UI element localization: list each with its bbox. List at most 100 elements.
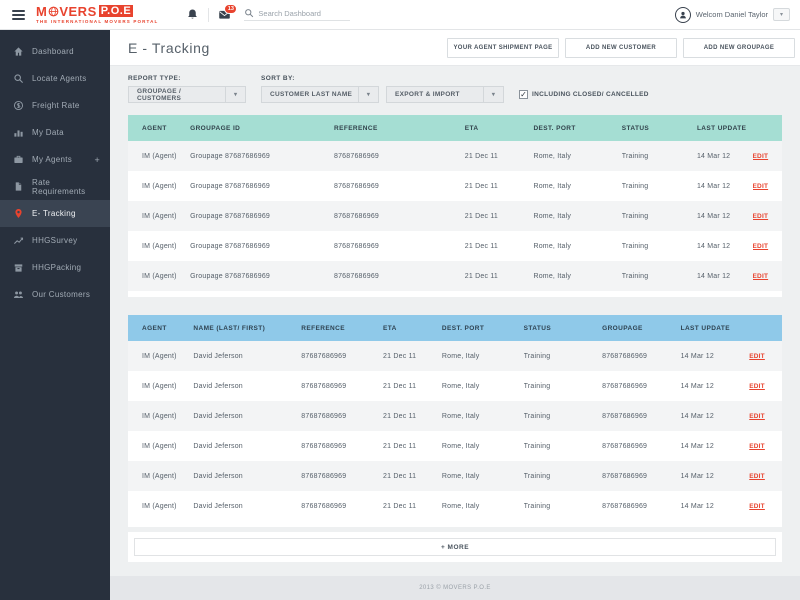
messages-envelope-icon[interactable]: 13 (218, 4, 238, 21)
table-cell: 14 Mar 12 (696, 242, 731, 250)
title-actions: YOUR AGENT SHIPMENT PAGE ADD NEW CUSTOMER… (447, 37, 795, 58)
table-cell: 14 Mar 12 (680, 382, 714, 390)
table-cell: IM (Agent) (142, 242, 177, 250)
table-cell: David Jeferson (193, 502, 243, 510)
brand-logo: M VERS P.O.E THE INTERNATIONAL MOVERS PO… (36, 5, 158, 25)
table-cell: 21 Dec 11 (383, 352, 417, 360)
chart-line-icon (13, 235, 24, 246)
column-header-dest-port: DEST. PORT (533, 115, 622, 141)
edit-link[interactable]: EDIT (749, 412, 765, 420)
edit-link[interactable]: EDIT (749, 382, 765, 390)
edit-link[interactable]: EDIT (749, 502, 765, 510)
table-cell: Rome, Italy (441, 472, 480, 480)
export-import-select[interactable]: EXPORT & IMPORT ▾ (386, 86, 504, 103)
table-cell: Rome, Italy (533, 242, 572, 250)
table-cell: 21 Dec 11 (383, 412, 417, 420)
edit-link[interactable]: EDIT (752, 242, 769, 250)
table-cell: Rome, Italy (441, 502, 480, 510)
table-cell: Training (523, 472, 551, 480)
dashboard-search (244, 8, 351, 21)
column-header-reference: REFERENCE (334, 115, 465, 141)
sort-by-select[interactable]: CUSTOMER LAST NAME ▾ (261, 86, 379, 103)
table-cell: 21 Dec 11 (383, 502, 417, 510)
sidebar-item-e-tracking[interactable]: E- Tracking (0, 200, 110, 227)
your-agent-shipment-page-button[interactable]: YOUR AGENT SHIPMENT PAGE (447, 37, 559, 58)
search-icon (245, 9, 254, 18)
notifications-bell-icon[interactable] (186, 8, 199, 21)
title-bar: E - Tracking YOUR AGENT SHIPMENT PAGE ADD… (110, 30, 800, 66)
sidebar-item-label: Dashboard (32, 47, 74, 56)
table-row: IM (Agent) David Jeferson 87687686969 21 De… (128, 371, 782, 401)
edit-link[interactable]: EDIT (749, 442, 765, 450)
customers-table: AGENT NAME (LAST/ FIRST) REFERENCE ETA DEST.… (128, 315, 782, 521)
table-cell: Rome, Italy (533, 272, 572, 280)
column-header-last-update: LAST UPDATE (696, 115, 753, 141)
including-closed-checkbox[interactable]: ✓ (519, 89, 528, 99)
report-type-select[interactable]: GROUPAGE / CUSTOMERS ▾ (128, 86, 246, 103)
table-cell: Training (523, 382, 551, 390)
more-button[interactable]: + MORE (134, 538, 776, 556)
add-new-groupage-button[interactable]: ADD NEW GROUPAGE (683, 37, 795, 58)
table-cell: Groupage 87687686969 (190, 182, 271, 190)
sidebar-item-locate-agents[interactable]: Locate Agents (0, 65, 110, 92)
chevron-down-icon: ▾ (225, 87, 245, 102)
table-cell: 87687686969 (602, 352, 648, 360)
sidebar-item-hhgsurvey[interactable]: HHGSurvey (0, 227, 110, 254)
column-header-agent: AGENT (128, 315, 194, 341)
customers-table-card: AGENT NAME (LAST/ FIRST) REFERENCE ETA DEST.… (128, 315, 782, 527)
edit-link[interactable]: EDIT (752, 212, 769, 220)
table-cell: David Jeferson (193, 442, 243, 450)
user-menu-chevron-down-icon[interactable]: ▾ (773, 8, 790, 21)
table-cell: David Jeferson (193, 412, 243, 420)
sidebar-item-freight-rate[interactable]: Freight Rate (0, 92, 110, 119)
edit-link[interactable]: EDIT (752, 152, 769, 160)
table-row: IM (Agent) Groupage 87687686969 8768768696… (128, 261, 782, 291)
briefcase-icon (13, 154, 24, 165)
table-cell: 87687686969 (602, 442, 648, 450)
table-row: IM (Agent) David Jeferson 87687686969 21 De… (128, 401, 782, 431)
edit-link[interactable]: EDIT (749, 352, 765, 360)
sidebar-item-dashboard[interactable]: Dashboard (0, 38, 110, 65)
table-row: IM (Agent) Groupage 87687686969 8768768696… (128, 141, 782, 171)
table-cell: Rome, Italy (441, 412, 480, 420)
table-cell: 14 Mar 12 (696, 272, 731, 280)
sidebar-item-rate-requirements[interactable]: Rate Requirements (0, 173, 110, 200)
sidebar-item-hhgpacking[interactable]: HHGPacking (0, 254, 110, 281)
table-cell: IM (Agent) (142, 412, 177, 420)
table-row: IM (Agent) Groupage 87687686969 8768768696… (128, 231, 782, 261)
chart-bar-icon (13, 127, 24, 138)
table-cell: IM (Agent) (142, 212, 177, 220)
page-title: E - Tracking (128, 39, 210, 56)
table-cell: 21 Dec 11 (383, 382, 417, 390)
column-header-edit (752, 115, 782, 141)
footer: 2013 © MOVERS P.O.E (110, 576, 800, 600)
edit-link[interactable]: EDIT (752, 182, 769, 190)
table-row: IM (Agent) David Jeferson 87687686969 21 De… (128, 431, 782, 461)
column-header-status: STATUS (523, 315, 603, 341)
divider (208, 7, 210, 22)
column-header-groupage: GROUPAGE (602, 315, 681, 341)
table-cell: 87687686969 (602, 502, 648, 510)
add-new-customer-button[interactable]: ADD NEW CUSTOMER (565, 37, 677, 58)
table-cell: 14 Mar 12 (696, 152, 731, 160)
table-cell: 14 Mar 12 (680, 352, 714, 360)
table-cell: 14 Mar 12 (680, 442, 714, 450)
table-cell: 21 Dec 11 (464, 272, 498, 280)
sidebar-item-my-data[interactable]: My Data (0, 119, 110, 146)
edit-link[interactable]: EDIT (749, 472, 765, 480)
sidebar-item-our-customers[interactable]: Our Customers (0, 281, 110, 308)
table-cell: 21 Dec 11 (464, 212, 498, 220)
table-cell: 14 Mar 12 (696, 212, 731, 220)
edit-link[interactable]: EDIT (752, 272, 769, 280)
map-pin-icon (13, 208, 24, 219)
globe-icon (48, 6, 59, 17)
table-cell: David Jeferson (193, 472, 243, 480)
table-cell: Training (621, 152, 649, 160)
column-header-last-update: LAST UPDATE (680, 315, 750, 341)
expand-plus-icon[interactable]: + (94, 154, 100, 165)
sidebar-item-label: Freight Rate (32, 101, 80, 110)
top-bar: M VERS P.O.E THE INTERNATIONAL MOVERS PO… (0, 0, 800, 30)
hamburger-menu-icon[interactable] (0, 9, 36, 20)
search-input[interactable] (258, 8, 351, 18)
sidebar-item-my-agents[interactable]: My Agents + (0, 146, 110, 173)
